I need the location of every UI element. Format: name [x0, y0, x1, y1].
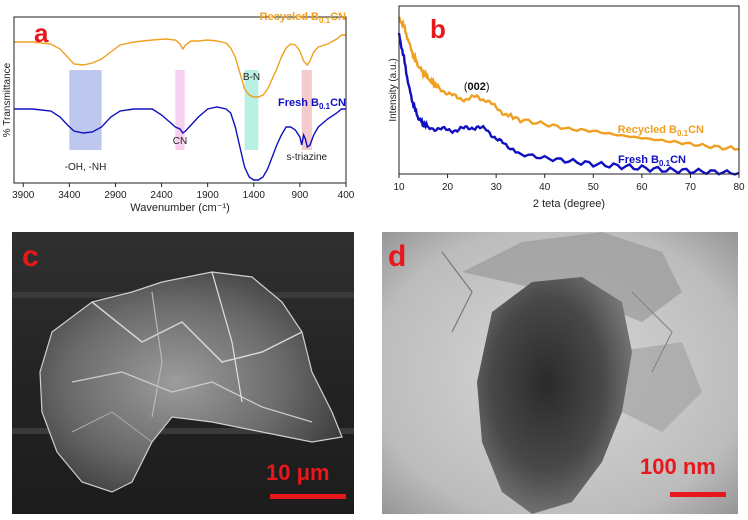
- series-line-1: [14, 106, 346, 181]
- band-label-2: B-N: [243, 72, 260, 83]
- x-tick-label-5: 60: [636, 182, 648, 193]
- band-2: [244, 70, 259, 150]
- band-1: [175, 70, 185, 150]
- band-group: [69, 70, 312, 150]
- sem-micrograph: [12, 232, 354, 514]
- scale-bar: [270, 494, 346, 499]
- band-3: [301, 70, 312, 150]
- x-tick-label-6: 70: [685, 182, 697, 193]
- series-line-1: [397, 32, 740, 176]
- x-axis-label: Wavenumber (cm⁻¹): [130, 202, 230, 214]
- tem-micrograph: [382, 232, 738, 514]
- legend: Recycled B0.1CN Fresh B0.1CN: [618, 124, 704, 168]
- panel-letter-d: d: [388, 240, 407, 273]
- x-tick-label-7: 400: [338, 190, 355, 201]
- panel-d-tem-image: d 100 nm: [382, 232, 738, 514]
- series-line-0: [14, 34, 346, 98]
- legend-entry-recycled: Recycled B0.1CN: [618, 124, 704, 138]
- y-axis-label: % Transmittance: [2, 62, 13, 137]
- legend-entry-fresh: Fresh B0.1CN: [278, 97, 346, 111]
- panel-a-ftir: 3900 3400 2900 2400 1900 1400 900 400 Wavenumbe…: [0, 0, 372, 222]
- band-label-1: CN: [173, 136, 187, 147]
- panel-b-xrd: 10 20 30 40 50 60 70 80 2 teta (degree) Intensi…: [372, 0, 748, 222]
- x-tick-label-6: 900: [292, 190, 309, 201]
- legend: Recycled B0.1CN Fresh B0.1CN: [260, 11, 346, 111]
- peak-annotation: (002): [464, 81, 490, 93]
- legend-entry-fresh: Fresh B0.1CN: [618, 154, 686, 168]
- band-label-3: s-triazine: [287, 152, 328, 163]
- panel-letter-a: a: [34, 18, 49, 48]
- plot-frame: [13, 16, 347, 184]
- band-label-0: -OH, -NH: [65, 162, 107, 173]
- panel-c-sem-image: c 10 μm: [12, 232, 354, 514]
- x-tick-label-3: 2400: [150, 190, 173, 201]
- x-tick-label-1: 3400: [58, 190, 81, 201]
- x-tick-label-4: 50: [588, 182, 600, 193]
- series-group: [14, 34, 346, 181]
- plot-frame: [398, 5, 740, 175]
- y-axis-label: Intensity (a.u.): [388, 58, 399, 121]
- ftir-chart: 3900 3400 2900 2400 1900 1400 900 400 Wavenumbe…: [2, 11, 355, 214]
- panel-letter-b: b: [430, 14, 446, 44]
- x-tick-label-0: 3900: [12, 190, 35, 201]
- x-axis-ticks: 10 20 30 40 50 60 70 80: [393, 174, 745, 193]
- x-tick-label-5: 1400: [243, 190, 266, 201]
- x-tick-label-2: 2900: [104, 190, 127, 201]
- x-axis-label: 2 teta (degree): [533, 198, 605, 210]
- x-tick-label-7: 80: [733, 182, 745, 193]
- series-line-0: [397, 16, 740, 151]
- scale-bar: [670, 492, 726, 497]
- panel-letter-c: c: [22, 240, 39, 273]
- x-axis-ticks: 3900 3400 2900 2400 1900 1400 900 400: [12, 183, 355, 201]
- scale-bar-label: 10 μm: [266, 460, 330, 485]
- x-tick-label-4: 1900: [197, 190, 220, 201]
- series-group: [397, 16, 740, 176]
- band-0: [69, 70, 102, 150]
- scale-bar-label: 100 nm: [640, 454, 716, 479]
- x-tick-label-1: 20: [442, 182, 454, 193]
- xrd-chart: 10 20 30 40 50 60 70 80 2 teta (degree) Intensi…: [388, 5, 745, 210]
- band-labels: -OH, -NH CN B-N s-triazine: [65, 72, 328, 173]
- x-tick-label-3: 40: [539, 182, 551, 193]
- x-tick-label-0: 10: [393, 182, 405, 193]
- legend-entry-recycled: Recycled B0.1CN: [260, 11, 346, 25]
- x-tick-label-2: 30: [491, 182, 503, 193]
- tem-particle: [477, 277, 632, 514]
- sem-particle: [39, 271, 343, 493]
